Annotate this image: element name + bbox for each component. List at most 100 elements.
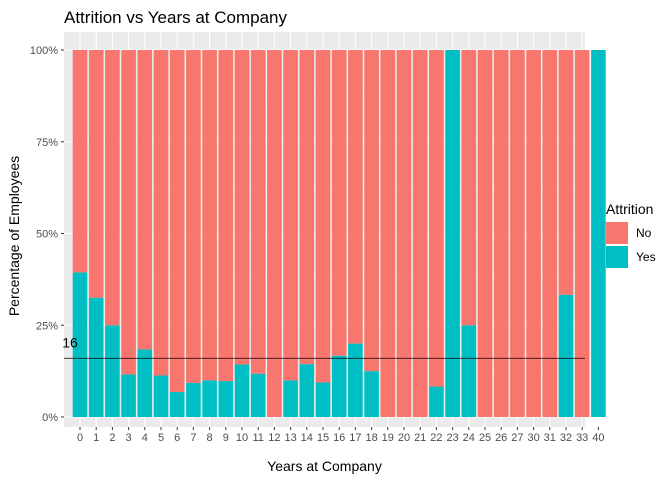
bar-yes [429,386,444,417]
bars [72,50,606,417]
bar-no [283,50,298,381]
x-tick-label: 4 [142,432,148,444]
legend-swatch-no [606,222,628,244]
bar-no [526,50,541,417]
legend-label-no: No [636,226,652,240]
x-axis-title: Years at Company [267,458,382,474]
bar-yes [202,380,217,417]
bar-no [412,50,428,417]
x-tick-label: 27 [511,432,523,444]
x-tick-label: 32 [560,432,572,444]
x-tick-label: 21 [414,432,426,444]
bar-no [461,50,477,326]
x-tick-label: 1 [93,432,99,444]
x-tick-label: 17 [349,432,361,444]
bar-yes [348,343,363,417]
bar-yes [591,50,606,417]
x-tick-label: 22 [430,432,442,444]
bar-yes [331,355,347,417]
bar-no [348,50,363,344]
bar-no [364,50,379,372]
legend: Attrition No Yes [606,201,656,268]
bar-yes [218,381,234,417]
x-tick-label: 10 [236,432,248,444]
x-tick-label: 15 [317,432,329,444]
bar-no [510,50,525,417]
bar-yes [445,50,460,417]
x-tick-label: 0 [77,432,83,444]
bar-no [105,50,120,326]
bar-yes [169,392,185,417]
x-tick-label: 13 [284,432,296,444]
bar-no [202,50,217,381]
bar-yes [186,382,201,417]
bar-yes [105,325,120,417]
legend-swatch-yes [606,246,628,268]
bar-yes [315,382,331,417]
bar-no [396,50,412,417]
x-tick-label: 40 [592,432,604,444]
bar-no [153,50,169,376]
bar-yes [283,380,298,417]
bar-no [169,50,185,393]
x-tick-label: 6 [174,432,180,444]
bar-no [121,50,136,375]
x-tick-label: 20 [398,432,410,444]
x-tick-label: 7 [190,432,196,444]
x-tick-label: 23 [446,432,458,444]
bar-no [186,50,201,383]
bar-no [558,50,574,295]
bar-yes [364,371,379,417]
bar-no [380,50,396,417]
y-tick-label: 25% [36,320,58,332]
x-tick-label: 31 [544,432,556,444]
x-tick-label: 9 [223,432,229,444]
x-tick-label: 14 [301,432,313,444]
bar-yes [234,364,250,417]
bar-no [72,50,88,273]
x-tick-label: 18 [365,432,377,444]
y-axis-title: Percentage of Employees [6,156,22,316]
bar-yes [72,272,88,417]
bar-no [477,50,493,417]
x-tick-label: 24 [463,432,475,444]
bar-no [137,50,153,350]
bar-no [315,50,331,383]
reference-line-group: 16 [62,334,585,359]
bar-no [299,50,315,365]
bar-yes [153,375,169,417]
x-tick-label: 16 [333,432,345,444]
bar-yes [558,294,574,417]
bar-yes [121,374,136,417]
y-tick-label: 100% [30,45,58,57]
bar-no [88,50,104,298]
bar-no [218,50,234,382]
x-tick-label: 25 [479,432,491,444]
x-tick-label: 11 [252,432,263,444]
chart-title: Attrition vs Years at Company [64,8,288,27]
bar-no [234,50,250,365]
y-tick-label: 75% [36,137,58,149]
legend-label-yes: Yes [636,250,656,264]
reference-line-label: 16 [62,334,78,350]
x-tick-label: 3 [126,432,132,444]
bar-no [542,50,558,417]
bar-no [331,50,347,356]
x-tick-label: 12 [268,432,280,444]
bar-no [493,50,509,417]
bar-yes [88,297,104,417]
bar-yes [299,364,315,417]
bar-yes [137,349,153,417]
x-tick-label: 19 [382,432,394,444]
bar-no [574,50,590,417]
y-tick-label: 50% [36,229,58,241]
x-tick-label: 2 [109,432,115,444]
bar-no [429,50,444,387]
x-axis: 0 1 2 3 4 5 6 7 8 9 10 11 12 13 14 15 16 17 18 19 20 21 22 23 24… [77,427,605,444]
bar-no [250,50,266,374]
y-axis: 0% 25% 50% 75% 100% [30,45,64,424]
x-tick-label: 30 [527,432,539,444]
legend-title: Attrition [606,201,653,217]
x-tick-label: 8 [207,432,213,444]
